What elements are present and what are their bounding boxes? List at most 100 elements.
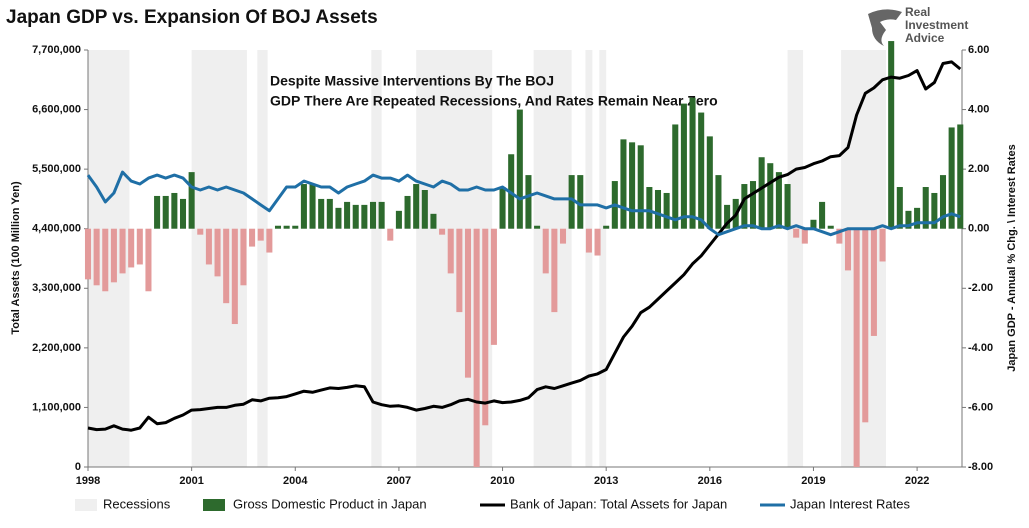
bar — [102, 228, 109, 292]
bar — [464, 228, 472, 378]
bar — [914, 207, 921, 229]
bar — [188, 172, 195, 229]
legend-label: Gross Domestic Product in Japan — [233, 496, 427, 511]
bar — [568, 175, 575, 229]
bar — [672, 124, 679, 229]
bar — [793, 228, 800, 238]
bar — [594, 228, 601, 256]
bar — [629, 142, 636, 229]
bar — [145, 228, 152, 292]
y-axis-label: Total Assets (100 Million Yen) — [10, 181, 22, 335]
y-tick-label: 0 — [75, 461, 81, 473]
x-tick-label: 1998 — [76, 475, 100, 487]
bar — [577, 175, 584, 229]
y2-tick-label: -8.00 — [968, 461, 993, 473]
bar — [128, 228, 135, 268]
recession-band — [599, 50, 607, 467]
bar — [957, 124, 964, 229]
bar — [93, 228, 100, 286]
bar — [447, 228, 454, 274]
bar — [559, 228, 567, 244]
logo-icon — [868, 9, 902, 46]
bar — [300, 184, 307, 229]
bar — [819, 201, 826, 229]
bar — [888, 41, 895, 229]
y-tick-label: 6,600,000 — [32, 103, 81, 115]
logo-text: Real — [905, 5, 930, 19]
annotation: GDP There Are Repeated Recessions, And R… — [270, 93, 718, 109]
bar — [171, 192, 178, 229]
recession-band — [787, 50, 804, 467]
y-tick-label: 2,200,000 — [32, 342, 81, 354]
recession-band — [371, 50, 382, 467]
x-tick-label: 2007 — [387, 475, 411, 487]
bar — [430, 213, 437, 229]
bar — [240, 228, 247, 286]
bar — [827, 225, 834, 229]
bar — [110, 228, 117, 283]
logo: Real Investment Advice — [868, 5, 968, 46]
bar — [775, 172, 782, 229]
bar — [853, 228, 860, 467]
bar — [922, 187, 929, 229]
x-tick-label: 2010 — [490, 475, 514, 487]
bar — [620, 139, 627, 229]
y2-tick-label: 6.00 — [968, 44, 989, 56]
bar — [361, 204, 368, 229]
x-tick-label: 2019 — [801, 475, 825, 487]
bar — [162, 195, 169, 229]
bar — [542, 228, 549, 274]
bar — [784, 184, 791, 229]
y-tick-label: 5,500,000 — [32, 163, 81, 175]
bar — [663, 192, 670, 229]
bar — [205, 228, 212, 265]
bar — [387, 228, 394, 241]
bar — [456, 228, 463, 313]
y-tick-label: 4,400,000 — [32, 223, 81, 235]
logo-text: Advice — [905, 31, 945, 45]
legend-label: Japan Interest Rates — [790, 496, 910, 511]
bar — [490, 228, 497, 345]
bar — [249, 228, 256, 247]
bar — [257, 228, 264, 241]
bar — [439, 228, 446, 235]
bar — [274, 225, 282, 229]
legend-label: Bank of Japan: Total Assets for Japan — [510, 496, 727, 511]
bar — [525, 175, 532, 229]
bar — [698, 112, 705, 229]
bar — [326, 198, 333, 229]
bar — [879, 228, 886, 262]
bar — [939, 175, 947, 229]
y2-tick-label: -6.00 — [968, 401, 993, 413]
bar — [603, 225, 610, 229]
bar — [646, 187, 653, 229]
x-tick-label: 2016 — [698, 475, 722, 487]
bar — [534, 225, 541, 229]
bar — [231, 228, 238, 325]
bar — [318, 198, 325, 229]
recession-band — [257, 50, 268, 467]
bar — [266, 228, 273, 253]
bar — [516, 109, 523, 229]
bar — [395, 210, 402, 229]
bar — [352, 204, 359, 229]
y-tick-label: 7,700,000 — [32, 44, 81, 56]
bar — [654, 189, 662, 229]
bar — [292, 225, 299, 229]
recession-band — [585, 50, 593, 467]
bar — [905, 210, 912, 229]
x-tick-label: 2004 — [283, 475, 308, 487]
bar — [214, 228, 221, 277]
bar — [154, 195, 161, 229]
bar — [585, 228, 592, 253]
bar — [283, 225, 290, 229]
bar — [179, 198, 187, 229]
bar — [844, 228, 852, 271]
bar — [413, 184, 420, 229]
bar — [551, 228, 558, 313]
bar — [482, 228, 489, 426]
y-tick-label: 3,300,000 — [32, 282, 81, 294]
bar — [810, 219, 817, 229]
bar — [223, 228, 230, 304]
